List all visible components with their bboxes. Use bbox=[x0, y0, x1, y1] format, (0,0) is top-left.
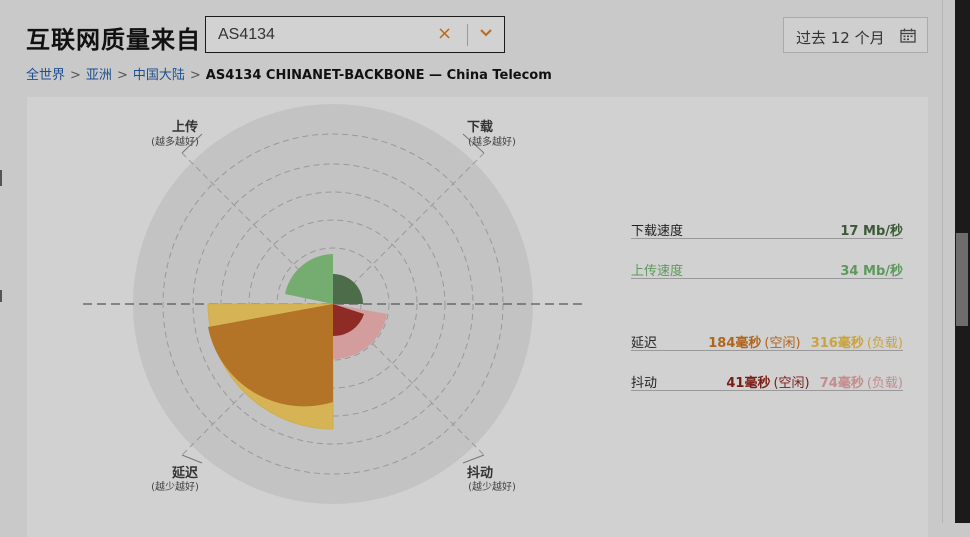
date-range-label: 过去 12 个月 bbox=[796, 29, 885, 47]
axis-title-upload: 上传 bbox=[172, 119, 198, 135]
breadcrumb-separator: > bbox=[189, 68, 201, 83]
stat-download: 下载速度 17 Mb/秒 bbox=[631, 220, 903, 239]
axis-title-download: 下载 bbox=[467, 119, 493, 135]
jitter-loaded-label: (负载) bbox=[866, 376, 903, 391]
search-divider bbox=[467, 24, 468, 46]
axis-subtitle-download: (越多越好) bbox=[468, 135, 516, 148]
latency-loaded-value: 316毫秒 bbox=[810, 336, 864, 351]
chevron-down-icon[interactable] bbox=[479, 28, 493, 38]
stat-download-label: 下载速度 bbox=[631, 224, 684, 239]
stat-upload-label: 上传速度 bbox=[631, 264, 684, 279]
breadcrumb-link-china[interactable]: 中国大陆 bbox=[132, 68, 185, 83]
content-edge-line bbox=[942, 0, 943, 523]
axis-leader-upload bbox=[181, 133, 203, 154]
stat-upload: 上传速度 34 Mb/秒 bbox=[631, 260, 903, 279]
upload-sector bbox=[285, 254, 333, 304]
breadcrumb-current: AS4134 CHINANET-BACKBONE — China Telecom bbox=[205, 68, 552, 83]
quality-radar-chart: 上传 (越多越好) 下载 (越多越好) 延迟 (越少越好) 抖动 (越少越好) bbox=[83, 104, 583, 504]
stat-jitter: 抖动 41毫秒 (空闲) 74毫秒 (负载) bbox=[631, 372, 903, 391]
stat-latency: 延迟 184毫秒 (空闲) 316毫秒 (负载) bbox=[631, 332, 903, 351]
breadcrumb-link-asia[interactable]: 亚洲 bbox=[85, 68, 112, 83]
radar-grid bbox=[162, 133, 504, 475]
axis-leader-jitter bbox=[462, 454, 485, 464]
stat-download-value: 17 Mb/秒 bbox=[840, 224, 903, 239]
close-icon[interactable]: × bbox=[437, 23, 453, 44]
stat-jitter-label: 抖动 bbox=[631, 376, 658, 391]
latency-idle-sector bbox=[208, 304, 333, 407]
date-range-button[interactable]: 过去 12 个月 bbox=[783, 17, 928, 53]
axis-subtitle-latency: (越少越好) bbox=[151, 480, 199, 493]
stat-jitter-values: 41毫秒 (空闲) 74毫秒 (负载) bbox=[726, 372, 903, 391]
download-sector bbox=[333, 274, 363, 304]
breadcrumb-separator: > bbox=[70, 68, 81, 83]
stat-latency-values: 184毫秒 (空闲) 316毫秒 (负载) bbox=[708, 332, 903, 351]
breadcrumb: 全世界 > 亚洲 > 中国大陆 > AS4134 CHINANET-BACKBONE — C… bbox=[26, 64, 552, 83]
search-combobox[interactable]: AS4134 bbox=[205, 16, 505, 53]
left-edge-marker bbox=[0, 290, 2, 302]
axis-title-jitter: 抖动 bbox=[467, 465, 493, 481]
stat-latency-label: 延迟 bbox=[631, 336, 658, 351]
latency-idle-label: (空闲) bbox=[764, 336, 801, 351]
breadcrumb-link-world[interactable]: 全世界 bbox=[26, 68, 66, 83]
axis-subtitle-jitter: (越少越好) bbox=[468, 480, 516, 493]
breadcrumb-separator: > bbox=[116, 68, 128, 83]
page-title: 互联网质量来自 bbox=[26, 26, 201, 54]
axis-leader-download bbox=[462, 133, 485, 154]
jitter-idle-sector bbox=[333, 304, 364, 337]
jitter-idle-label: (空闲) bbox=[773, 376, 810, 391]
jitter-idle-value: 41毫秒 bbox=[726, 376, 771, 391]
calendar-icon bbox=[900, 28, 916, 43]
axis-leader-latency bbox=[181, 454, 203, 464]
search-input[interactable]: AS4134 bbox=[218, 26, 275, 43]
latency-loaded-label: (负载) bbox=[866, 336, 903, 351]
axis-subtitle-upload: (越多越好) bbox=[151, 135, 199, 148]
scrollbar-thumb[interactable] bbox=[956, 233, 968, 326]
jitter-loaded-value: 74毫秒 bbox=[819, 376, 864, 391]
latency-idle-value: 184毫秒 bbox=[708, 336, 762, 351]
left-edge-marker bbox=[0, 170, 2, 186]
axis-title-latency: 延迟 bbox=[171, 465, 198, 481]
stat-upload-value: 34 Mb/秒 bbox=[840, 264, 903, 279]
